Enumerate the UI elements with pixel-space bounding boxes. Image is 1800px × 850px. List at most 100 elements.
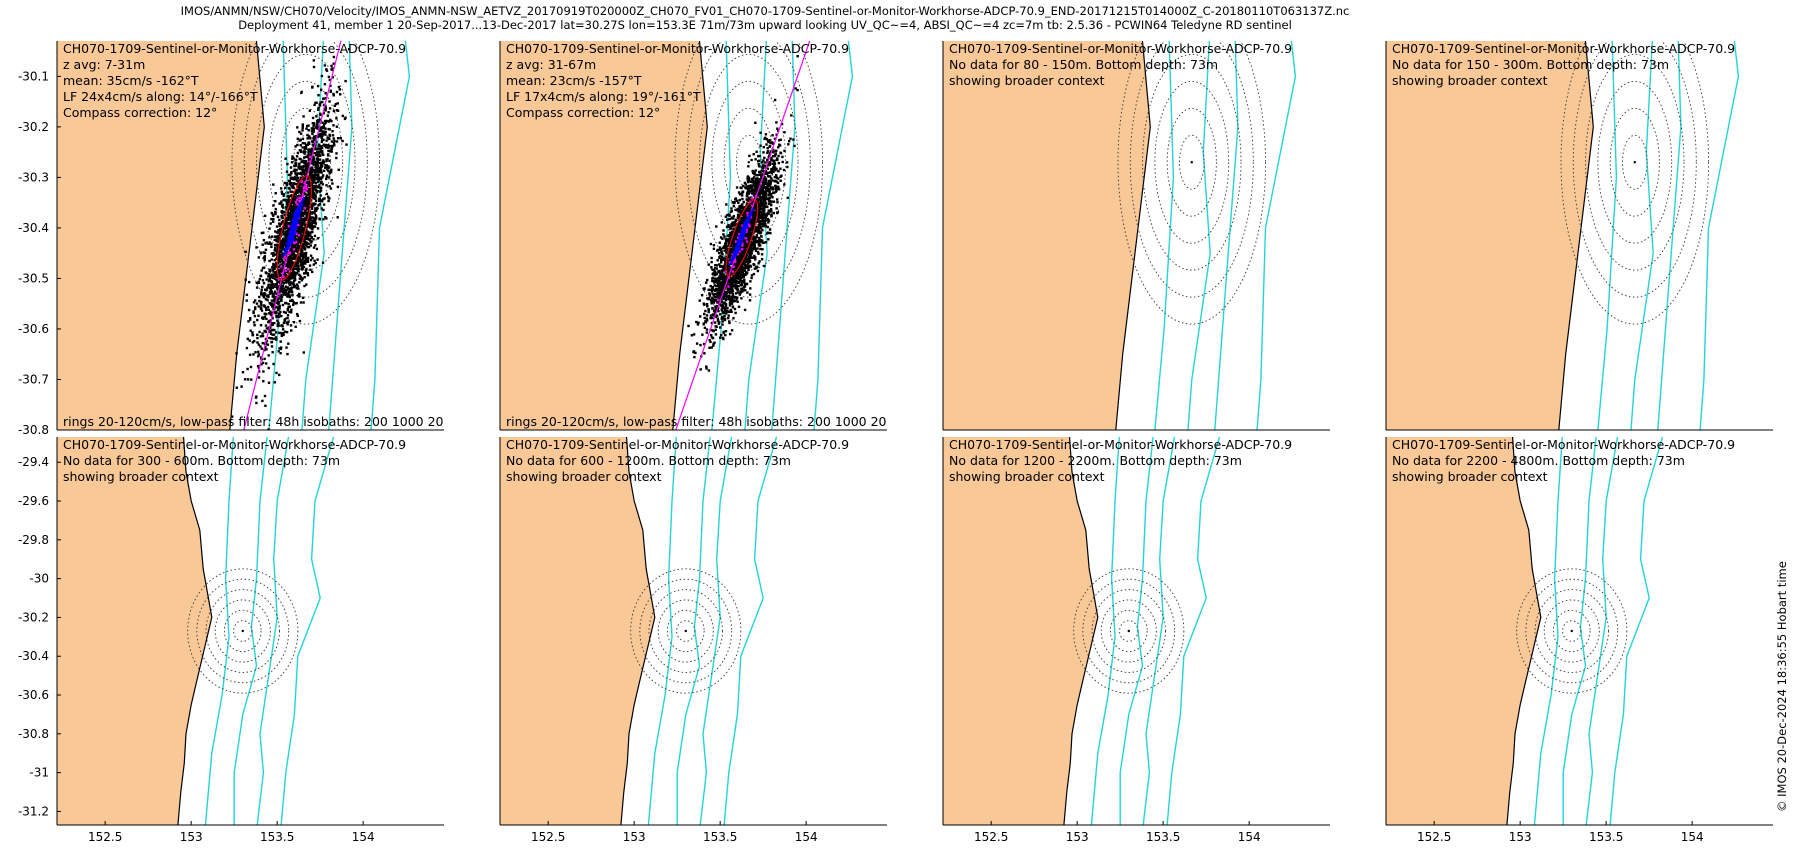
scatter-point bbox=[727, 287, 731, 290]
scatter-point bbox=[316, 124, 319, 127]
panel-annotation-line: z avg: 7-31m bbox=[63, 57, 145, 72]
scatter-point bbox=[280, 263, 283, 266]
scatter-point bbox=[345, 143, 348, 146]
scatter-point bbox=[727, 316, 730, 320]
scatter-point bbox=[301, 211, 304, 215]
scatter-point bbox=[256, 364, 260, 368]
scatter-point bbox=[767, 185, 770, 188]
scatter-point bbox=[280, 334, 283, 338]
scatter-point bbox=[312, 169, 315, 172]
scatter-point bbox=[331, 130, 334, 133]
scatter-point bbox=[301, 126, 304, 130]
scatter-point bbox=[763, 164, 766, 167]
isobath-1000m bbox=[301, 41, 325, 430]
scatter-point bbox=[308, 198, 311, 202]
scatter-point bbox=[747, 184, 750, 188]
scatter-point bbox=[769, 208, 773, 211]
scatter-point bbox=[260, 363, 263, 366]
scatter-point bbox=[305, 203, 308, 206]
scatter-point bbox=[737, 191, 741, 194]
lowpass-point bbox=[284, 269, 288, 273]
scatter-point bbox=[274, 312, 277, 315]
scatter-point bbox=[293, 267, 296, 270]
scatter-point bbox=[744, 248, 747, 252]
scatter-point bbox=[755, 150, 758, 153]
scatter-point bbox=[304, 209, 307, 212]
scatter-point bbox=[275, 257, 278, 261]
scatter-point bbox=[694, 351, 697, 355]
scatter-point bbox=[269, 280, 273, 283]
scatter-point bbox=[728, 304, 732, 307]
scatter-point bbox=[327, 166, 330, 170]
scatter-point bbox=[713, 284, 716, 287]
scatter-point bbox=[730, 279, 733, 282]
scatter-point bbox=[306, 272, 309, 275]
scatter-point bbox=[254, 396, 258, 399]
lowpass-point bbox=[297, 234, 301, 237]
scatter-point bbox=[260, 300, 263, 304]
scatter-point bbox=[257, 343, 260, 346]
scatter-point bbox=[702, 342, 706, 346]
scatter-point bbox=[296, 267, 299, 270]
scatter-point bbox=[274, 211, 277, 214]
scatter-point bbox=[303, 220, 306, 223]
scatter-point bbox=[279, 295, 282, 298]
scatter-point bbox=[756, 250, 760, 254]
scatter-point bbox=[769, 181, 772, 184]
scatter-point bbox=[287, 266, 290, 269]
scatter-point bbox=[309, 231, 313, 234]
scatter-point bbox=[270, 258, 273, 261]
scatter-point bbox=[308, 158, 311, 162]
scatter-point bbox=[298, 292, 301, 296]
scatter-point bbox=[719, 265, 722, 268]
scatter-point bbox=[307, 238, 311, 241]
scatter-point bbox=[780, 122, 784, 126]
scatter-point bbox=[264, 271, 267, 274]
lowpass-point bbox=[303, 181, 307, 185]
scatter-point bbox=[295, 262, 299, 266]
scatter-point bbox=[305, 171, 309, 175]
scatter-point bbox=[263, 259, 266, 262]
scatter-point bbox=[283, 279, 286, 282]
scatter-point bbox=[254, 351, 257, 354]
scatter-point bbox=[755, 188, 758, 192]
scatter-point bbox=[754, 249, 758, 253]
scatter-point bbox=[255, 302, 259, 305]
scatter-point bbox=[297, 166, 300, 169]
scatter-point bbox=[757, 202, 761, 205]
scatter-point bbox=[283, 318, 287, 321]
scatter-point bbox=[305, 161, 308, 164]
scatter-point bbox=[321, 183, 324, 186]
scatter-point bbox=[316, 121, 319, 124]
scatter-point bbox=[740, 253, 743, 257]
scatter-point bbox=[334, 102, 338, 106]
scatter-point bbox=[769, 150, 773, 153]
scatter-point bbox=[296, 243, 299, 247]
isobath-1000m bbox=[744, 41, 768, 430]
scatter-point bbox=[759, 144, 762, 147]
scatter-point bbox=[317, 120, 320, 123]
scatter-point bbox=[278, 274, 281, 277]
scatter-point bbox=[268, 268, 272, 271]
lowpass-point bbox=[284, 260, 288, 264]
scatter-point bbox=[729, 231, 732, 234]
scatter-point bbox=[302, 272, 306, 275]
scatter-point bbox=[248, 280, 251, 284]
scatter-point bbox=[734, 274, 737, 277]
scatter-point bbox=[697, 321, 700, 324]
scatter-point bbox=[289, 181, 292, 185]
scatter-point bbox=[303, 204, 306, 207]
scatter-point bbox=[715, 293, 718, 297]
scatter-point bbox=[738, 275, 742, 279]
scatter-point bbox=[272, 294, 275, 297]
scatter-point bbox=[320, 74, 324, 78]
scatter-point bbox=[704, 309, 707, 313]
scatter-point bbox=[763, 137, 766, 141]
scatter-point bbox=[264, 242, 267, 245]
scatter-point bbox=[695, 320, 698, 324]
scatter-point bbox=[712, 247, 716, 250]
scatter-point bbox=[274, 274, 278, 277]
scatter-point bbox=[313, 173, 317, 177]
scatter-point bbox=[729, 233, 732, 236]
scatter-point bbox=[285, 208, 289, 211]
